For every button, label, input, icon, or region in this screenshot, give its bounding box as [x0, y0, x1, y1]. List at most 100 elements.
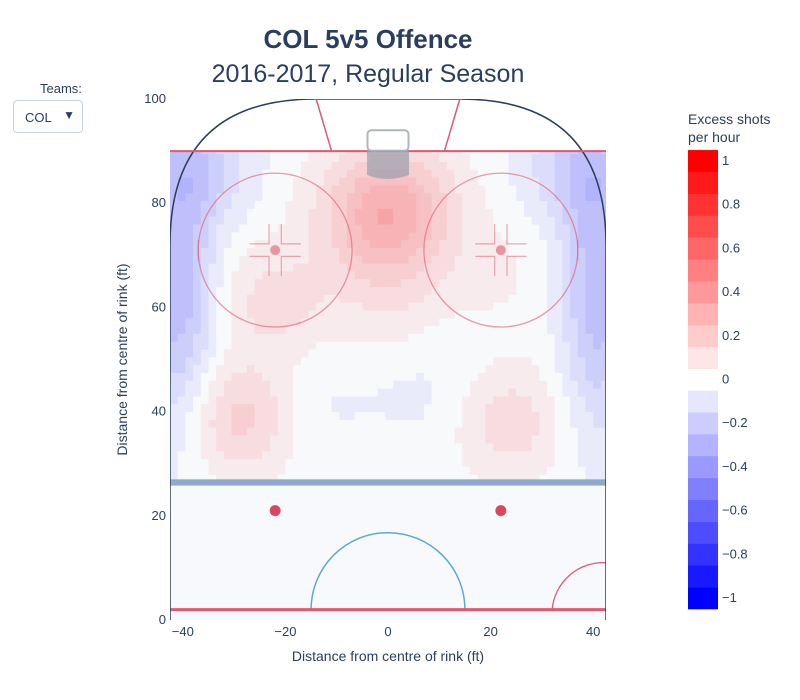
heatmap-cell — [577, 474, 587, 483]
heatmap-cell — [477, 427, 487, 436]
heatmap-cell — [246, 403, 256, 413]
heatmap-cell — [439, 169, 448, 178]
heatmap-cell — [516, 177, 525, 186]
heatmap-cell — [600, 161, 606, 170]
heatmap-cell — [439, 411, 448, 420]
heatmap-cell — [193, 263, 202, 272]
heatmap-cell — [431, 395, 440, 405]
heatmap-cell — [593, 372, 602, 381]
heatmap-cell — [493, 270, 502, 280]
heatmap-cell — [370, 372, 379, 381]
heatmap-cell — [493, 325, 502, 334]
heatmap-cell — [500, 427, 510, 436]
heatmap-cell — [354, 349, 363, 358]
heatmap-cell — [462, 161, 471, 170]
heatmap-cell — [485, 310, 494, 319]
heatmap-cell — [223, 458, 233, 467]
heatmap-cell — [354, 302, 363, 311]
heatmap-cell — [170, 411, 179, 420]
heatmap-cell — [531, 325, 540, 334]
heatmap-cell — [323, 388, 333, 397]
heatmap-cell — [600, 380, 606, 389]
heatmap-cell — [246, 208, 256, 217]
heatmap-cell — [531, 184, 540, 194]
heatmap-cell — [516, 364, 525, 374]
heatmap-cell — [446, 224, 456, 233]
heatmap-cell — [570, 302, 579, 311]
heatmap-cell — [285, 278, 294, 288]
neutral-dot-left — [269, 505, 281, 517]
heatmap-cell — [600, 364, 606, 374]
heatmap-cell — [500, 239, 510, 248]
heatmap-cell — [377, 278, 387, 288]
heatmap-cell — [231, 395, 240, 405]
teams-dropdown[interactable]: COL ▼ — [13, 100, 83, 133]
heatmap-cell — [223, 356, 233, 366]
heatmap-cell — [277, 372, 287, 381]
heatmap-cell — [554, 216, 563, 225]
heatmap-cell — [308, 356, 317, 366]
heatmap-cell — [523, 442, 533, 452]
heatmap-cell — [516, 216, 525, 225]
heatmap-cell — [531, 278, 540, 288]
heatmap-cell — [547, 231, 556, 241]
heatmap-cell — [393, 450, 402, 459]
heatmap-cell — [231, 161, 240, 170]
heatmap-cell — [539, 208, 548, 217]
heatmap-cell — [293, 388, 302, 397]
heatmap-cell — [523, 247, 533, 256]
heatmap-cell — [270, 450, 279, 459]
heatmap-cell — [377, 333, 387, 342]
heatmap-cell — [523, 325, 533, 334]
heatmap-cell — [208, 458, 217, 467]
heatmap-cell — [377, 395, 387, 405]
heatmap-cell — [377, 216, 387, 225]
heatmap-cell — [508, 263, 517, 272]
heatmap-cell — [600, 403, 606, 413]
heatmap-cell — [308, 411, 317, 420]
heatmap-cell — [477, 450, 487, 459]
heatmap-cell — [439, 255, 448, 264]
heatmap-cell — [331, 349, 340, 358]
heatmap-cell — [539, 411, 548, 420]
heatmap-cell — [462, 247, 471, 256]
heatmap-cell — [300, 403, 310, 413]
heatmap-cell — [285, 255, 294, 264]
heatmap-cell — [293, 435, 302, 444]
heatmap-cell — [339, 169, 348, 178]
heatmap-cell — [508, 411, 517, 420]
heatmap-cell — [346, 435, 356, 444]
heatmap-cell — [531, 341, 540, 350]
heatmap-cell — [500, 255, 510, 264]
heatmap-cell — [308, 325, 317, 334]
heatmap-cell — [200, 325, 210, 334]
heatmap-cell — [462, 200, 471, 209]
heatmap-cell — [231, 255, 240, 264]
heatmap-cell — [323, 294, 333, 303]
heatmap-cell — [231, 177, 240, 186]
heatmap-cell — [200, 161, 210, 170]
heatmap-cell — [523, 263, 533, 272]
heatmap-cell — [354, 310, 363, 319]
heatmap-cell — [570, 310, 579, 319]
heatmap-cell — [431, 216, 440, 225]
heatmap-cell — [362, 153, 371, 162]
heatmap-cell — [554, 466, 563, 475]
heatmap-cell — [354, 224, 363, 233]
heatmap-cell — [293, 224, 302, 233]
heatmap-cell — [346, 419, 356, 428]
heatmap-cell — [547, 239, 556, 248]
heatmap-cell — [285, 208, 294, 217]
heatmap-cell — [354, 231, 363, 241]
heatmap-cell — [277, 208, 287, 217]
heatmap-cell — [346, 247, 356, 256]
heatmap-cell — [285, 247, 294, 256]
heatmap-cell — [254, 224, 263, 233]
heatmap-cell — [246, 200, 256, 209]
heatmap-cell — [262, 325, 271, 334]
heatmap-cell — [454, 317, 463, 327]
heatmap-cell — [477, 435, 487, 444]
heatmap-cell — [262, 372, 271, 381]
heatmap-cell — [239, 184, 248, 194]
heatmap-cell — [339, 427, 348, 436]
